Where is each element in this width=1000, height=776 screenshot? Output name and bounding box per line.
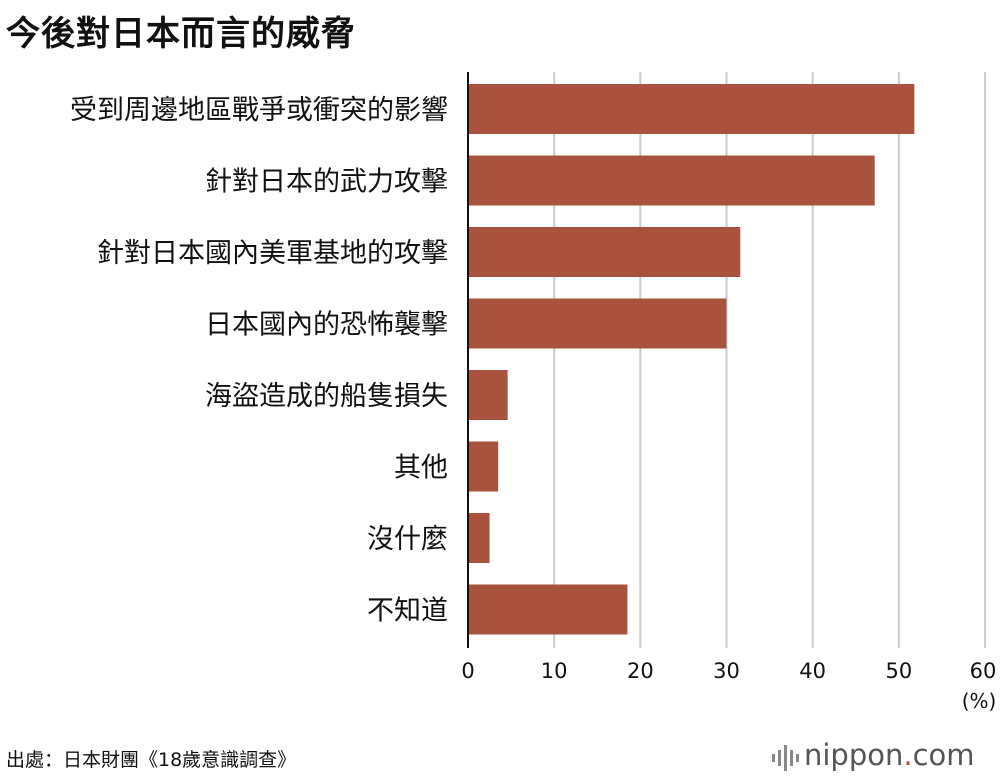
bars <box>468 84 915 635</box>
x-tick-label-0: 0 <box>461 659 474 683</box>
nippon-logo-icon <box>772 745 799 771</box>
x-tick-labels: 0 10 20 30 40 50 60 <box>461 659 996 683</box>
x-tick-label-50: 50 <box>885 659 912 683</box>
bar-1 <box>468 155 875 206</box>
category-label-5: 其他 <box>394 453 448 484</box>
brand-tld: com <box>912 738 975 772</box>
bar-4 <box>468 370 508 420</box>
brand-wordmark: nippon.com <box>804 738 975 772</box>
bar-5 <box>468 441 499 492</box>
category-label-7: 不知道 <box>367 596 448 627</box>
category-label-6: 沒什麼 <box>367 524 448 555</box>
x-tick-label-30: 30 <box>713 659 740 683</box>
brand-name: nippon <box>804 738 904 772</box>
x-axis-unit: (%) <box>962 689 997 713</box>
bar-7 <box>468 584 628 635</box>
x-tick-label-60: 60 <box>970 659 997 683</box>
category-label-1: 針對日本的武力攻擊 <box>205 167 448 198</box>
category-labels: 受到周邊地區戰爭或衝突的影響針對日本的武力攻擊針對日本國內美軍基地的攻擊日本國內… <box>70 95 448 627</box>
category-label-0: 受到周邊地區戰爭或衝突的影響 <box>70 95 448 126</box>
source-note: 出處：日本財團《18歲意識調查》 <box>6 749 297 771</box>
category-label-3: 日本國內的恐怖襲擊 <box>205 310 448 341</box>
x-tick-label-40: 40 <box>799 659 826 683</box>
bar-6 <box>468 513 490 563</box>
brand-dot: . <box>903 738 913 772</box>
x-tick-label-10: 10 <box>541 659 568 683</box>
bar-3 <box>468 298 727 349</box>
bar-2 <box>468 227 741 277</box>
category-label-4: 海盜造成的船隻損失 <box>205 381 448 412</box>
x-tick-label-20: 20 <box>627 659 654 683</box>
category-label-2: 針對日本國內美軍基地的攻擊 <box>97 238 448 269</box>
bar-0 <box>468 84 915 134</box>
chart-title: 今後對日本而言的威脅 <box>6 14 356 54</box>
